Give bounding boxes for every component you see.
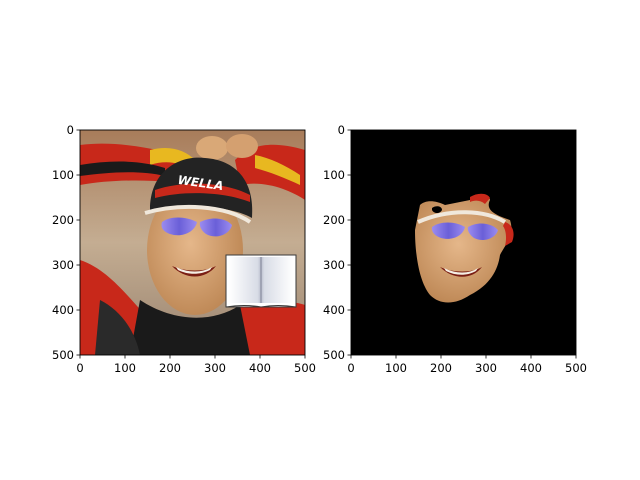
- hand-right: [226, 134, 258, 158]
- axes-frame-left: [79, 129, 306, 356]
- y-tick-label: 0: [67, 123, 74, 137]
- cap-wordmark: WELLA: [177, 173, 225, 193]
- x-tick-label: 200: [430, 361, 452, 375]
- y-tick-label: 200: [323, 213, 345, 227]
- cap-red-band: [155, 183, 250, 202]
- jersey-chest-black: [95, 300, 140, 355]
- axes-frame-right: [350, 129, 577, 356]
- x-tick-label: 300: [204, 361, 226, 375]
- masked-teeth: [444, 268, 478, 275]
- open-book-icon: [225, 254, 297, 308]
- y-tick-label: 400: [52, 303, 74, 317]
- x-tick-label: 300: [475, 361, 497, 375]
- x-tick-label: 500: [565, 361, 587, 375]
- y-tick-label: 500: [323, 348, 345, 362]
- face: [147, 185, 243, 315]
- y-tick-label: 200: [52, 213, 74, 227]
- masked-mouth: [440, 267, 482, 277]
- x-tick-label: 200: [159, 361, 181, 375]
- x-tick-label: 500: [294, 361, 316, 375]
- goggle-lens-right: [199, 218, 232, 237]
- jersey-body-lower-right: [230, 300, 305, 355]
- x-tick-label: 400: [249, 361, 271, 375]
- teeth: [176, 267, 212, 274]
- y-tick-label: 300: [323, 258, 345, 272]
- x-tick-label: 100: [385, 361, 407, 375]
- masked-face-region: [415, 196, 512, 303]
- y-tick-label: 0: [338, 123, 345, 137]
- x-tick-label: 0: [347, 361, 354, 375]
- goggle-strap: [144, 204, 252, 224]
- photo-panel-left: WELLA: [80, 130, 305, 355]
- y-tick-label: 100: [323, 168, 345, 182]
- y-tick-label: 100: [52, 168, 74, 182]
- y-tick-label: 300: [52, 258, 74, 272]
- mask-panel-right: [351, 130, 576, 355]
- hand-left: [196, 136, 228, 160]
- masked-jersey-fragment: [470, 193, 490, 204]
- jersey-stripe-black-left: [80, 161, 165, 176]
- masked-goggle-lens-left: [431, 222, 465, 239]
- mouth: [172, 266, 216, 277]
- masked-goggle-strap: [417, 210, 507, 224]
- y-tick-label: 400: [323, 303, 345, 317]
- jersey-neck-black: [130, 300, 250, 355]
- x-tick-label: 100: [114, 361, 136, 375]
- masked-hole: [432, 206, 442, 213]
- x-tick-label: 400: [520, 361, 542, 375]
- y-tick-label: 500: [52, 348, 74, 362]
- goggle-lens-left: [161, 217, 197, 236]
- masked-jersey-fragment-right: [503, 222, 514, 246]
- masked-goggle-lens-right: [467, 223, 498, 241]
- x-tick-label: 0: [76, 361, 83, 375]
- jersey-stripe-yellow-right: [255, 155, 300, 185]
